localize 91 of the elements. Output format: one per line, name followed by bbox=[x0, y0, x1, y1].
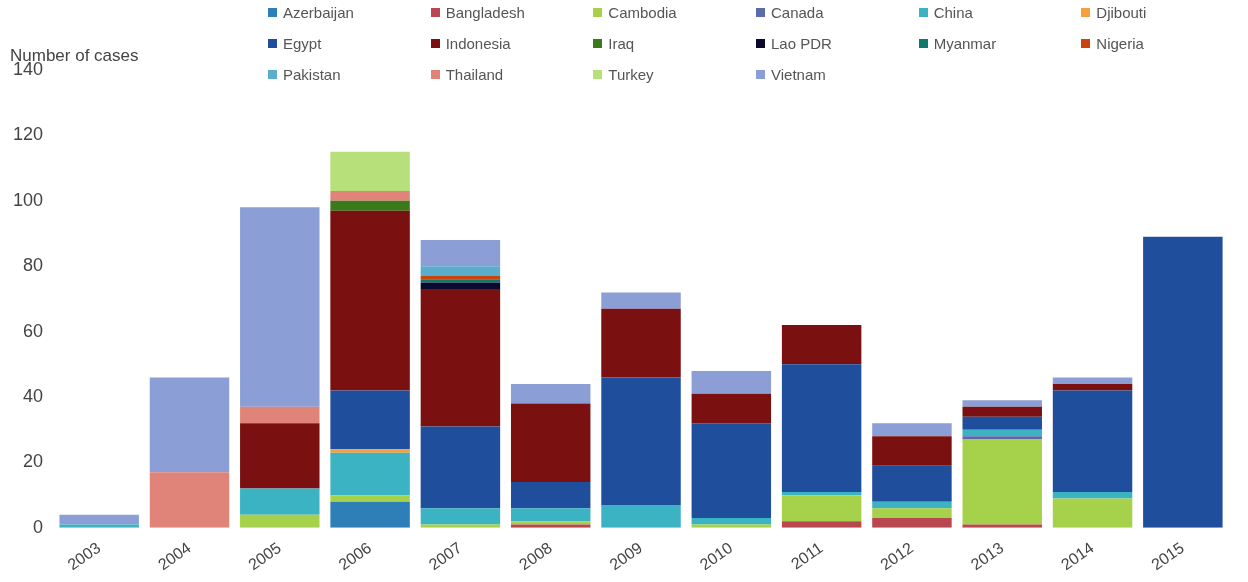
bar bbox=[59, 514, 139, 525]
bar bbox=[962, 439, 1042, 525]
bar bbox=[510, 383, 591, 404]
legend-label: Turkey bbox=[608, 66, 654, 83]
legend-label: China bbox=[933, 4, 973, 21]
legend-label: Nigeria bbox=[1096, 35, 1144, 52]
bar bbox=[872, 508, 952, 519]
bar bbox=[781, 495, 862, 522]
bar bbox=[420, 289, 501, 427]
bar bbox=[1052, 390, 1133, 492]
bar bbox=[1052, 383, 1133, 391]
legend-label: Vietnam bbox=[771, 66, 826, 83]
y-tick-label: 20 bbox=[23, 451, 44, 472]
bar bbox=[330, 390, 410, 450]
bar bbox=[781, 364, 862, 492]
legend-label: Indonesia bbox=[445, 35, 511, 52]
bar bbox=[510, 403, 591, 483]
bar bbox=[601, 377, 681, 505]
bar bbox=[781, 325, 862, 365]
bar bbox=[330, 452, 410, 496]
y-tick-label: 100 bbox=[12, 189, 44, 210]
bar bbox=[330, 495, 410, 502]
bar bbox=[872, 423, 952, 437]
bar bbox=[872, 465, 952, 502]
bar bbox=[420, 266, 501, 277]
legend-label: Cambodia bbox=[608, 4, 677, 21]
bar bbox=[510, 482, 591, 509]
bar bbox=[420, 240, 501, 267]
bar bbox=[1052, 498, 1133, 528]
bar bbox=[149, 472, 230, 528]
bar bbox=[691, 393, 772, 424]
bar bbox=[691, 370, 772, 394]
bar bbox=[1052, 377, 1133, 384]
legend-label: Egypt bbox=[283, 35, 322, 52]
bar bbox=[149, 377, 230, 473]
bar bbox=[872, 501, 952, 509]
legend-label: Iraq bbox=[608, 35, 635, 52]
legend-label: Bangladesh bbox=[445, 4, 525, 21]
x-tick-label: 2011 bbox=[787, 538, 826, 573]
legend-label: Djibouti bbox=[1096, 4, 1147, 21]
bar bbox=[330, 501, 410, 528]
bar bbox=[240, 514, 320, 528]
bar bbox=[330, 449, 410, 453]
bar bbox=[420, 508, 501, 525]
bar bbox=[691, 518, 772, 525]
bar bbox=[601, 504, 681, 528]
y-tick-label: 80 bbox=[23, 255, 44, 276]
bar bbox=[1052, 491, 1133, 499]
bar bbox=[330, 210, 410, 391]
bar bbox=[962, 416, 1042, 430]
bar bbox=[962, 436, 1042, 440]
bar bbox=[330, 151, 410, 192]
bar bbox=[1143, 236, 1223, 528]
y-tick-label: 40 bbox=[23, 386, 44, 407]
legend-label: Lao PDR bbox=[771, 35, 832, 52]
bar bbox=[330, 191, 410, 201]
bar bbox=[240, 423, 320, 489]
x-tick-label: 2014 bbox=[1057, 538, 1097, 574]
x-tick-label: 2004 bbox=[154, 538, 194, 574]
bar bbox=[420, 426, 501, 509]
bar bbox=[420, 282, 501, 290]
bar bbox=[691, 423, 772, 519]
bar bbox=[240, 406, 320, 424]
y-tick-label: 60 bbox=[23, 320, 44, 341]
y-tick-label: 0 bbox=[33, 516, 44, 537]
x-tick-label: 2012 bbox=[877, 538, 917, 574]
x-tick-label: 2010 bbox=[696, 538, 736, 574]
legend-label: Thailand bbox=[445, 66, 504, 83]
y-tick-label: 120 bbox=[12, 124, 44, 145]
bar bbox=[962, 400, 1042, 407]
x-tick-label: 2013 bbox=[967, 538, 1007, 574]
bar bbox=[872, 518, 952, 528]
x-tick-label: 2008 bbox=[516, 538, 556, 574]
bar bbox=[962, 429, 1042, 437]
bar bbox=[962, 406, 1042, 417]
x-tick-label: 2003 bbox=[64, 538, 104, 574]
bar bbox=[781, 521, 862, 528]
x-tick-label: 2009 bbox=[606, 538, 646, 574]
bar bbox=[781, 491, 862, 496]
bar bbox=[510, 508, 591, 522]
legend-label: Azerbaijan bbox=[283, 4, 354, 21]
bar bbox=[872, 436, 952, 466]
bar bbox=[330, 200, 410, 211]
legend-label: Pakistan bbox=[283, 66, 341, 83]
bar bbox=[601, 308, 681, 378]
bar bbox=[240, 207, 320, 407]
bar bbox=[601, 292, 681, 309]
x-tick-label: 2006 bbox=[335, 538, 375, 574]
legend-label: Myanmar bbox=[933, 35, 997, 52]
bar bbox=[240, 488, 320, 515]
legend-label: Canada bbox=[771, 4, 824, 21]
